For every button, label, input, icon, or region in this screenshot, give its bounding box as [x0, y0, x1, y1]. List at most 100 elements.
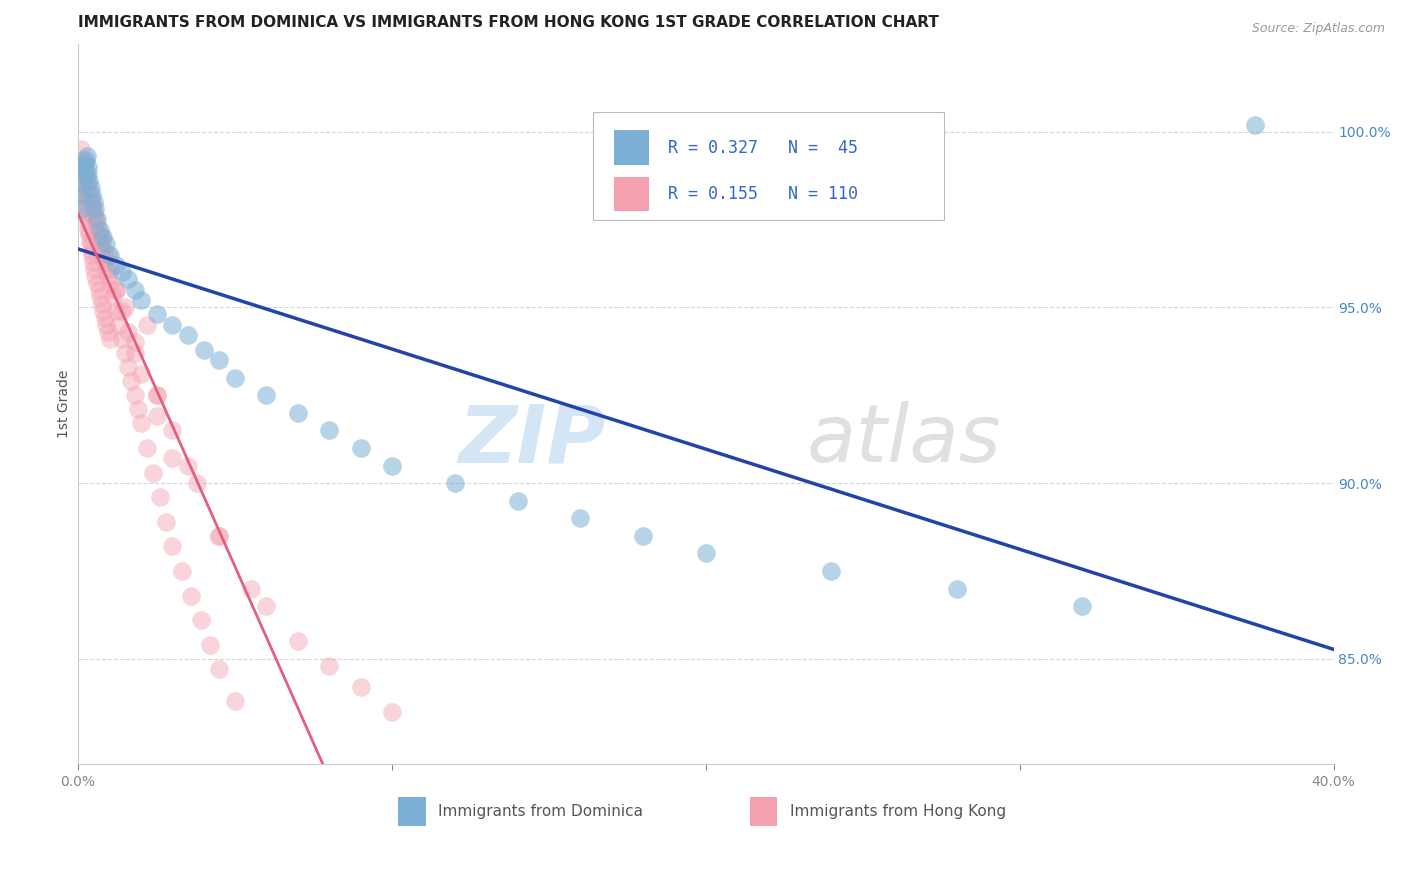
- Point: [91, 230, 114, 244]
- Point: [73, 160, 96, 174]
- Point: [72, 153, 94, 167]
- Point: [96, 318, 118, 332]
- Point: [142, 466, 165, 480]
- Point: [76, 149, 98, 163]
- Point: [91, 303, 114, 318]
- Point: [73, 194, 96, 209]
- Point: [224, 370, 246, 384]
- Point: [117, 360, 139, 375]
- Point: [86, 212, 108, 227]
- Bar: [398, 797, 426, 826]
- Point: [79, 181, 101, 195]
- Point: [76, 178, 98, 192]
- Point: [208, 529, 231, 543]
- Point: [124, 346, 146, 360]
- Point: [87, 227, 110, 241]
- Point: [97, 325, 120, 339]
- Point: [77, 174, 100, 188]
- Point: [83, 194, 105, 209]
- Point: [82, 198, 104, 212]
- Point: [114, 301, 136, 315]
- Point: [70, 170, 93, 185]
- Point: [162, 423, 184, 437]
- Point: [198, 638, 221, 652]
- Y-axis label: 1st Grade: 1st Grade: [58, 370, 72, 438]
- Point: [318, 659, 340, 673]
- Point: [77, 194, 100, 209]
- Point: [208, 353, 231, 368]
- Point: [145, 307, 167, 321]
- Point: [287, 634, 309, 648]
- Point: [104, 258, 127, 272]
- Text: atlas: atlas: [806, 401, 1001, 479]
- Point: [79, 237, 101, 252]
- Point: [84, 212, 107, 227]
- Point: [124, 335, 146, 350]
- Point: [239, 582, 262, 596]
- Point: [162, 451, 184, 466]
- Point: [72, 178, 94, 192]
- Point: [145, 388, 167, 402]
- Point: [180, 589, 202, 603]
- Bar: [749, 797, 778, 826]
- Point: [98, 247, 121, 261]
- Point: [208, 662, 231, 676]
- Point: [349, 441, 371, 455]
- Point: [124, 388, 146, 402]
- Point: [104, 283, 127, 297]
- Text: Immigrants from Dominica: Immigrants from Dominica: [439, 804, 644, 819]
- Point: [101, 290, 124, 304]
- Point: [84, 202, 107, 216]
- Point: [129, 367, 152, 381]
- Point: [820, 564, 842, 578]
- Point: [170, 564, 193, 578]
- Point: [77, 223, 100, 237]
- Text: R = 0.327   N =  45: R = 0.327 N = 45: [668, 139, 858, 157]
- Point: [70, 167, 93, 181]
- Point: [129, 417, 152, 431]
- Point: [177, 328, 200, 343]
- Point: [631, 529, 654, 543]
- Point: [443, 476, 465, 491]
- Text: R = 0.155   N = 110: R = 0.155 N = 110: [668, 186, 858, 203]
- Point: [111, 265, 134, 279]
- Bar: [614, 130, 650, 165]
- Point: [349, 680, 371, 694]
- Point: [76, 216, 98, 230]
- Point: [381, 705, 404, 719]
- Point: [695, 546, 717, 560]
- Point: [111, 332, 134, 346]
- Point: [111, 303, 134, 318]
- Point: [73, 178, 96, 192]
- Point: [127, 402, 149, 417]
- Point: [79, 191, 101, 205]
- Point: [149, 490, 172, 504]
- Point: [73, 156, 96, 170]
- Point: [94, 310, 117, 325]
- Point: [77, 184, 100, 198]
- Point: [89, 223, 111, 237]
- Point: [108, 318, 131, 332]
- Point: [254, 388, 277, 402]
- Point: [506, 493, 529, 508]
- Text: Source: ZipAtlas.com: Source: ZipAtlas.com: [1251, 22, 1385, 36]
- Point: [177, 458, 200, 473]
- Text: ZIP: ZIP: [458, 401, 606, 479]
- Point: [186, 476, 208, 491]
- Point: [104, 283, 127, 297]
- Point: [136, 318, 159, 332]
- Text: IMMIGRANTS FROM DOMINICA VS IMMIGRANTS FROM HONG KONG 1ST GRADE CORRELATION CHAR: IMMIGRANTS FROM DOMINICA VS IMMIGRANTS F…: [79, 15, 939, 30]
- Point: [69, 202, 91, 216]
- Point: [76, 160, 98, 174]
- Point: [96, 237, 118, 252]
- Point: [155, 515, 177, 529]
- Point: [87, 237, 110, 252]
- Point: [104, 303, 127, 318]
- Point: [75, 167, 97, 181]
- Point: [82, 247, 104, 261]
- Point: [117, 272, 139, 286]
- Point: [79, 234, 101, 248]
- Point: [91, 247, 114, 261]
- Point: [82, 187, 104, 202]
- Point: [79, 198, 101, 212]
